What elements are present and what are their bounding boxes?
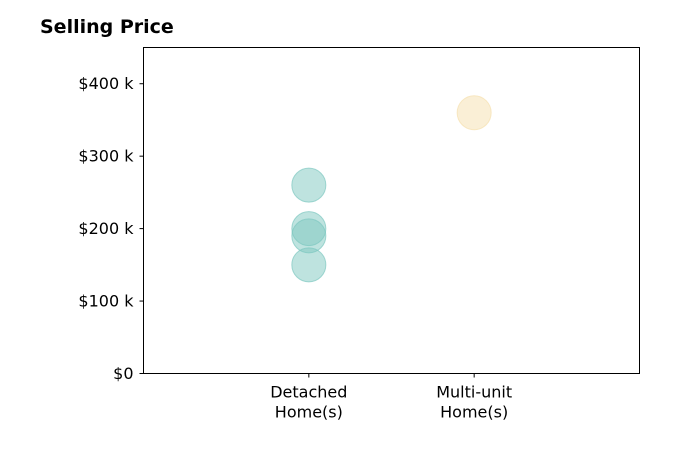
- data-point: [456, 95, 492, 131]
- x-tick-label: Multi-unit Home(s): [436, 383, 512, 422]
- x-tick-label: Detached Home(s): [270, 383, 347, 422]
- y-tick-label: $200 k: [78, 219, 134, 238]
- data-point: [291, 167, 327, 203]
- plot-area: $0 $100 k $200 k $300 k $400 k Detached Home(s…: [78, 47, 640, 422]
- y-tick-label: $100 k: [78, 292, 134, 311]
- axes-frame: [143, 47, 640, 374]
- y-tick-label: $300 k: [78, 147, 134, 166]
- data-point: [291, 247, 327, 283]
- y-tick-label: $400 k: [78, 74, 134, 93]
- chart-title: Selling Price: [40, 16, 174, 38]
- y-tick-label: $0: [113, 364, 133, 383]
